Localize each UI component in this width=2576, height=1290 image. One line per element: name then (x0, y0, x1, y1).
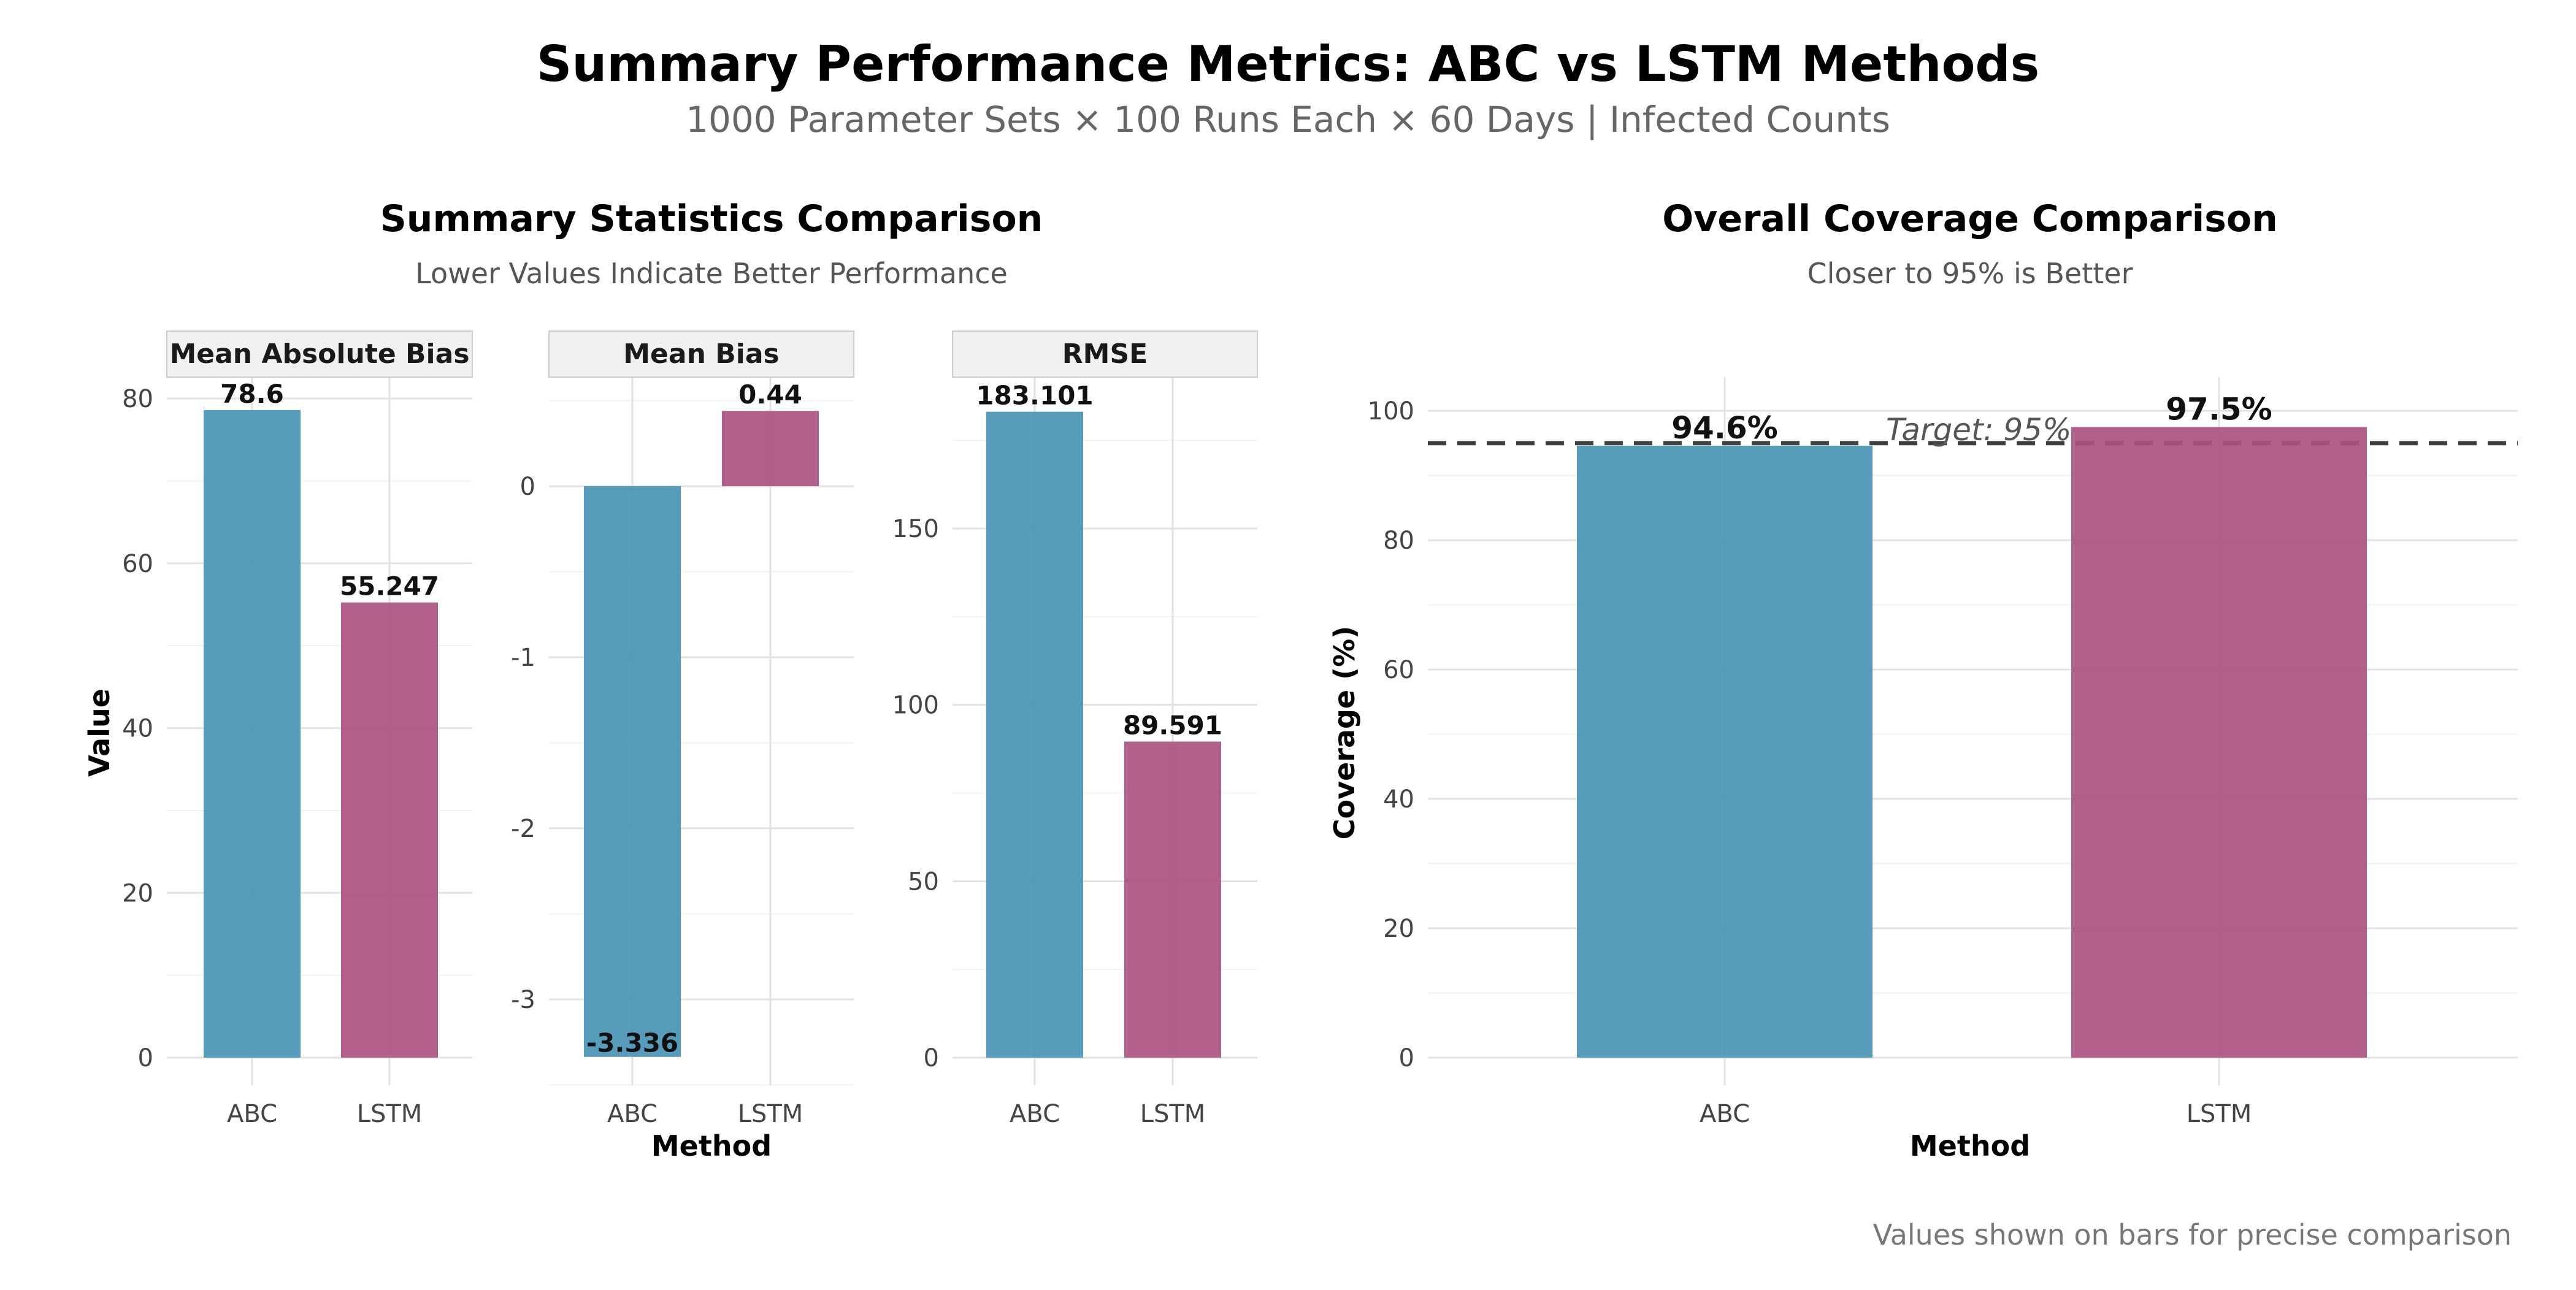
plot-layer: 0 20 40 60 80 Mean Absolute Bias 78.6 ABC 55.247… (122, 330, 2518, 1128)
right-panel-ylabel: Coverage (%) (1328, 626, 1361, 840)
y-tick-label: 50 (908, 868, 939, 896)
y-tick-label: 60 (122, 550, 153, 578)
y-tick-label: 0 (138, 1044, 153, 1072)
value-label: 55.247 (340, 571, 439, 601)
target-label: Target: 95% (1886, 412, 2071, 448)
y-tick-label: 0 (1399, 1044, 1414, 1072)
facet-label: RMSE (1062, 338, 1148, 370)
value-label: -3.336 (586, 1028, 678, 1058)
left-panel-subtitle: Lower Values Indicate Better Performance (415, 257, 1008, 290)
y-tick-label: 80 (1383, 527, 1414, 555)
x-tick-label: ABC (1700, 1100, 1750, 1128)
figure-title: Summary Performance Metrics: ABC vs LSTM… (537, 36, 2040, 93)
y-tick-label: 40 (122, 715, 153, 743)
y-tick-label: 60 (1383, 656, 1414, 684)
y-tick-label: 0 (924, 1044, 939, 1072)
y-tick-label: 150 (892, 515, 939, 543)
x-tick-label: ABC (1010, 1100, 1060, 1128)
panel-1: 0 20 40 60 80 Mean Absolute Bias 78.6 ABC 55.247… (122, 330, 473, 1128)
x-tick-label: LSTM (1140, 1100, 1206, 1128)
y-tick-label: 20 (122, 879, 153, 907)
y-tick-label: 0 (520, 473, 535, 501)
value-label: 94.6% (1671, 410, 1777, 446)
panel-2: -3 -2 -1 0 Mean Bias -3.336 ABC 0.44 LSTM (511, 330, 854, 1128)
y-tick-label: -2 (511, 815, 535, 843)
figure-subtitle: 1000 Parameter Sets × 100 Runs Each × 60… (686, 99, 1890, 140)
bar-lstm (722, 411, 819, 486)
y-tick-label: 40 (1383, 785, 1414, 814)
right-panel-xlabel: Method (1910, 1129, 2030, 1162)
y-tick-label: -3 (511, 986, 535, 1014)
y-tick-label: -1 (511, 644, 535, 672)
bar-lstm (341, 602, 438, 1058)
facet-label: Mean Absolute Bias (169, 338, 469, 370)
left-panel-xlabel: Method (651, 1129, 772, 1162)
x-tick-label: LSTM (357, 1100, 423, 1128)
y-tick-label: 20 (1383, 915, 1414, 943)
value-label: 97.5% (2166, 391, 2272, 427)
facet-label: Mean Bias (623, 338, 779, 370)
left-panel-ylabel: Value (83, 689, 116, 777)
y-tick-label: 100 (892, 692, 939, 720)
bar-abc (1577, 445, 1873, 1058)
bar-lstm (1124, 741, 1221, 1058)
facet-strip (548, 330, 854, 378)
left-panel-title: Summary Statistics Comparison (380, 197, 1043, 240)
facet-strip (952, 330, 1258, 378)
bar-abc (986, 411, 1083, 1058)
panel-4: 0 20 40 60 80 100 Target: 95% 94.6% ABC 97.5% LSTM (1368, 377, 2518, 1128)
figure-caption: Values shown on bars for precise compari… (1873, 1218, 2512, 1251)
right-panel-subtitle: Closer to 95% is Better (1807, 257, 2133, 290)
value-label: 183.101 (976, 381, 1093, 411)
bar-abc (584, 486, 681, 1057)
bar-abc (204, 410, 301, 1058)
y-tick-label: 80 (122, 385, 153, 413)
facet-strip (166, 330, 473, 378)
value-label: 89.591 (1123, 711, 1222, 741)
value-label: 0.44 (738, 380, 802, 410)
right-panel-title: Overall Coverage Comparison (1662, 197, 2278, 240)
panel-3: 0 50 100 150 RMSE 183.101 ABC 89.591 LSTM (892, 330, 1258, 1128)
x-tick-label: ABC (227, 1100, 277, 1128)
bar-lstm (2071, 427, 2367, 1058)
x-tick-label: ABC (607, 1100, 657, 1128)
x-tick-label: LSTM (738, 1100, 803, 1128)
y-tick-label: 100 (1368, 397, 1414, 426)
x-tick-label: LSTM (2187, 1100, 2252, 1128)
value-label: 78.6 (220, 379, 284, 409)
